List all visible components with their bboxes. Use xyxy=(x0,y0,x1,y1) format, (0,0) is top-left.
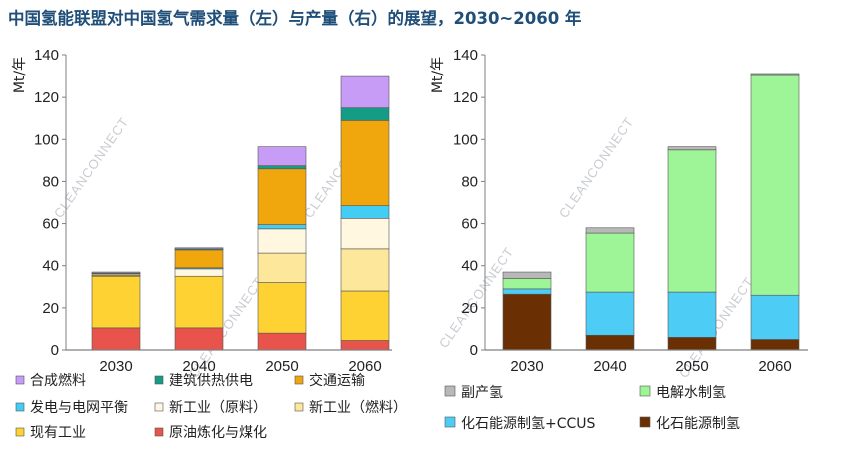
bar-2050-series-3 xyxy=(667,146,717,151)
y-axis-label: Mt/年 xyxy=(12,57,28,93)
legend-swatch-6 xyxy=(15,427,25,437)
y-tick-label-2: 40 xyxy=(42,258,59,275)
legend-label-1: 建筑供热供电 xyxy=(169,373,253,389)
legend-swatch-2 xyxy=(444,416,456,428)
legend-swatch-0 xyxy=(444,385,456,397)
bar-2060-series-6 xyxy=(340,107,390,121)
bar-2060-series-2 xyxy=(750,74,800,296)
legend-label-7: 原油炼化与煤化 xyxy=(169,425,267,441)
x-tick-label-2030: 2030 xyxy=(99,358,132,375)
bar-2040-series-3 xyxy=(174,268,224,277)
x-tick-label-2060: 2060 xyxy=(758,358,791,375)
bar-2060-series-5 xyxy=(340,120,390,206)
bar-2050-series-0 xyxy=(257,332,307,351)
bar-2050-series-2 xyxy=(667,149,717,293)
legend-swatch-7 xyxy=(154,427,164,437)
legend-label-3: 化石能源制氢 xyxy=(656,416,740,432)
x-tick-label-2050: 2050 xyxy=(265,358,298,375)
bar-2060-series-0 xyxy=(340,340,390,351)
bar-2030-series-7 xyxy=(91,271,141,274)
y-tick-label-7: 140 xyxy=(34,47,59,64)
bar-2060-series-1 xyxy=(340,290,390,341)
bar-2030-series-3 xyxy=(502,271,552,279)
bar-2030-series-0 xyxy=(91,327,141,351)
bar-2030-series-1 xyxy=(502,288,552,295)
y-tick-label-1: 20 xyxy=(42,300,59,317)
bar-2040-series-5 xyxy=(174,249,224,269)
watermark-text-2: CLEANCONNECT xyxy=(556,114,637,221)
y-tick-label-3: 60 xyxy=(461,216,478,233)
bar-2050-series-3 xyxy=(257,228,307,254)
bar-2050-series-1 xyxy=(257,282,307,334)
bar-2050-series-2 xyxy=(257,252,307,283)
bar-2050-series-5 xyxy=(257,168,307,225)
legend-swatch-4 xyxy=(154,402,164,412)
bar-2060-series-3 xyxy=(340,218,390,250)
y-tick-label-4: 80 xyxy=(461,173,478,190)
bar-2040-series-7 xyxy=(174,247,224,250)
legend-label-3: 发电与电网平衡 xyxy=(30,400,128,416)
y-tick-label-6: 120 xyxy=(34,89,59,106)
y-tick-label-5: 100 xyxy=(34,131,59,148)
y-tick-label-0: 0 xyxy=(51,342,59,359)
bar-2040-series-0 xyxy=(174,327,224,351)
bar-2040-series-1 xyxy=(585,291,635,336)
y-tick-label-5: 100 xyxy=(453,131,478,148)
legend-label-6: 现有工业 xyxy=(30,425,86,441)
bar-2050-series-6 xyxy=(257,165,307,170)
legend-swatch-5 xyxy=(294,402,304,412)
bar-2040-series-2 xyxy=(585,232,635,293)
y-tick-label-0: 0 xyxy=(470,342,478,359)
x-tick-label-2040: 2040 xyxy=(593,358,626,375)
watermark-text-0: CLEANCONNECT xyxy=(51,114,132,221)
bar-2040-series-0 xyxy=(585,334,635,351)
legend-label-4: 新工业（原料） xyxy=(169,400,267,416)
bar-2050-series-0 xyxy=(667,337,717,351)
x-tick-label-2030: 2030 xyxy=(510,358,543,375)
legend-label-2: 交通运输 xyxy=(309,372,365,389)
legend-label-5: 新工业（燃料） xyxy=(309,399,407,416)
bar-2050-series-7 xyxy=(257,146,307,166)
legend-swatch-0 xyxy=(15,375,25,385)
bar-2030-series-0 xyxy=(502,293,552,351)
bar-2060-series-7 xyxy=(340,75,390,108)
legend-label-0: 合成燃料 xyxy=(30,372,86,389)
bar-2050-series-1 xyxy=(667,291,717,338)
y-tick-label-1: 20 xyxy=(461,300,478,317)
y-tick-label-7: 140 xyxy=(453,47,478,64)
bar-2060-series-3 xyxy=(750,73,800,76)
legend-swatch-1 xyxy=(154,375,164,385)
legend-label-1: 电解水制氢 xyxy=(656,385,726,401)
x-tick-label-2040: 2040 xyxy=(182,358,215,375)
bar-2030-series-1 xyxy=(91,275,141,329)
y-tick-label-6: 120 xyxy=(453,89,478,106)
bar-2060-series-1 xyxy=(750,294,800,340)
bar-2050-series-4 xyxy=(257,224,307,230)
x-tick-label-2050: 2050 xyxy=(675,358,708,375)
x-tick-label-2060: 2060 xyxy=(348,358,381,375)
bar-2060-series-2 xyxy=(340,248,390,292)
legend-swatch-3 xyxy=(15,402,25,412)
y-tick-label-4: 80 xyxy=(42,173,59,190)
page-title: 中国氢能联盟对中国氢气需求量（左）与产量（右）的展望，2030~2060 年 xyxy=(8,9,582,28)
bar-2040-series-3 xyxy=(585,227,635,234)
legend-swatch-2 xyxy=(294,375,304,385)
bar-2030-series-2 xyxy=(502,278,552,290)
y-tick-label-3: 60 xyxy=(42,216,59,233)
y-axis-label: Mt/年 xyxy=(430,57,446,93)
legend-swatch-1 xyxy=(639,385,651,397)
legend-swatch-3 xyxy=(639,416,651,428)
bar-2040-series-1 xyxy=(174,275,224,329)
legend-label-0: 副产氢 xyxy=(461,385,503,401)
y-tick-label-2: 40 xyxy=(461,258,478,275)
legend-label-2: 化石能源制氢+CCUS xyxy=(461,416,596,432)
bar-2060-series-0 xyxy=(750,339,800,351)
bar-2060-series-4 xyxy=(340,205,390,219)
